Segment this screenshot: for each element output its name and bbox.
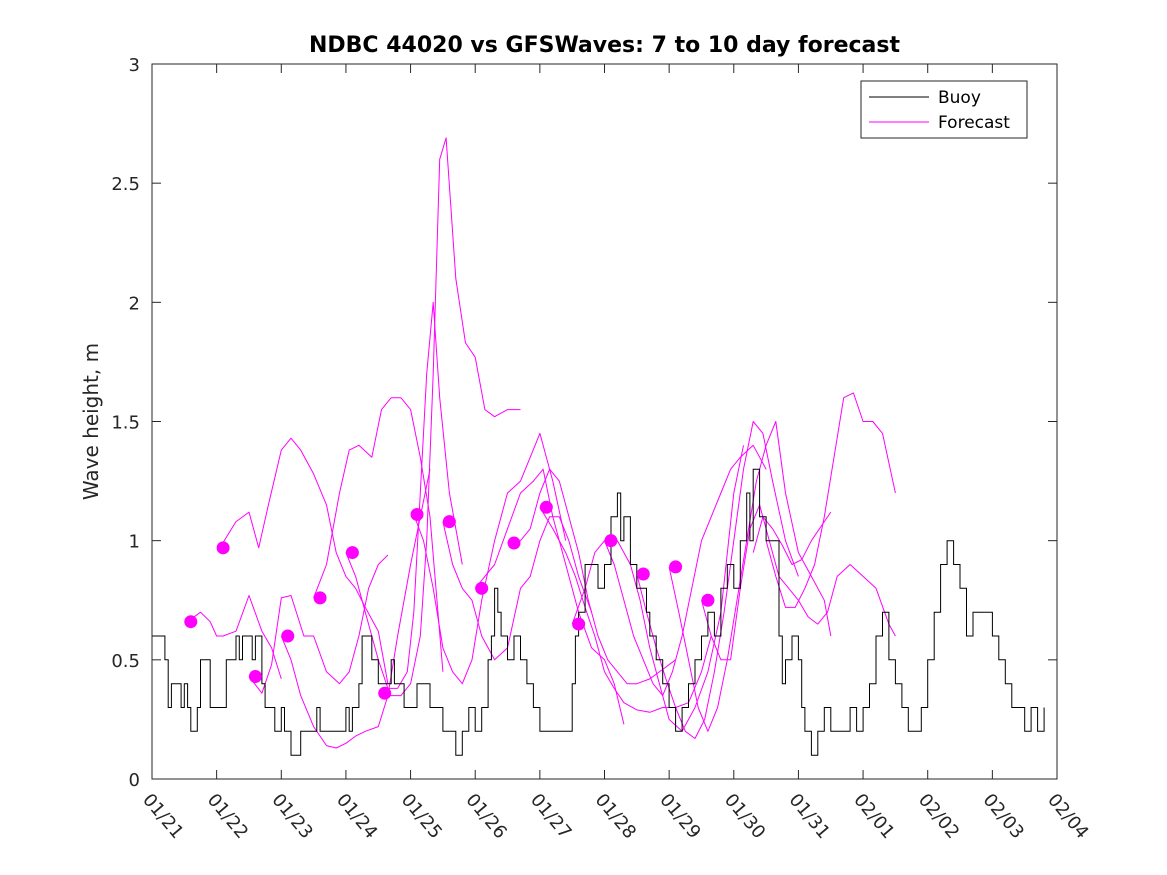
forecast-marker <box>507 536 521 550</box>
forecast-line <box>280 469 431 749</box>
y-tick-label: 0.5 <box>111 651 140 672</box>
forecast-marker <box>313 591 327 605</box>
forecast-marker <box>281 629 295 643</box>
forecast-line <box>510 468 676 685</box>
chart-title: NDBC 44020 vs GFSWaves: 7 to 10 day fore… <box>309 33 900 58</box>
legend-label-forecast: Forecast <box>938 113 1010 133</box>
forecast-line <box>474 468 625 725</box>
forecast-marker <box>475 581 489 595</box>
y-axis-label: Wave height, m <box>79 343 103 500</box>
forecast-line <box>219 437 389 684</box>
y-tick-label: 2.5 <box>111 174 140 195</box>
forecast-marker <box>378 686 392 700</box>
forecast-marker <box>184 615 198 629</box>
legend-box <box>860 80 1028 139</box>
forecast-line <box>413 432 567 685</box>
y-tick-label: 1 <box>129 532 140 553</box>
forecast-marker <box>539 500 553 514</box>
forecast-line <box>381 137 521 697</box>
forecast-marker <box>572 617 586 631</box>
y-tick-label: 0 <box>129 770 140 791</box>
buoy-series-group <box>152 468 1045 756</box>
forecast-line <box>187 595 282 680</box>
forecast-marker <box>442 515 456 529</box>
forecast-series-group <box>187 137 896 749</box>
forecast-marker <box>604 534 618 548</box>
y-tick-label: 2 <box>129 293 140 314</box>
forecast-line <box>765 392 896 608</box>
forecast-marker <box>410 507 424 521</box>
y-tick-label: 1.5 <box>111 413 140 434</box>
y-tick-label: 3 <box>129 55 140 76</box>
legend-label-buoy: Buoy <box>938 88 981 108</box>
y-axis: 0 0.5 1 1.5 2 2.5 3 <box>111 55 1057 791</box>
forecast-marker <box>636 567 650 581</box>
forecast-line <box>345 301 463 689</box>
forecast-line <box>539 507 712 713</box>
forecast-line <box>571 445 744 732</box>
forecast-line <box>701 504 896 661</box>
forecast-line <box>313 397 444 672</box>
forecast-marker <box>701 593 715 607</box>
forecast-line <box>248 554 389 694</box>
forecast-marker <box>345 546 359 560</box>
forecast-line <box>604 444 767 697</box>
forecast-marker <box>669 560 683 574</box>
legend: Buoy Forecast <box>860 80 1028 139</box>
forecast-marker <box>216 541 230 555</box>
buoy-line <box>152 468 1045 756</box>
forecast-markers-group <box>184 500 715 700</box>
forecast-line <box>442 516 593 661</box>
forecast-marker <box>248 670 262 684</box>
